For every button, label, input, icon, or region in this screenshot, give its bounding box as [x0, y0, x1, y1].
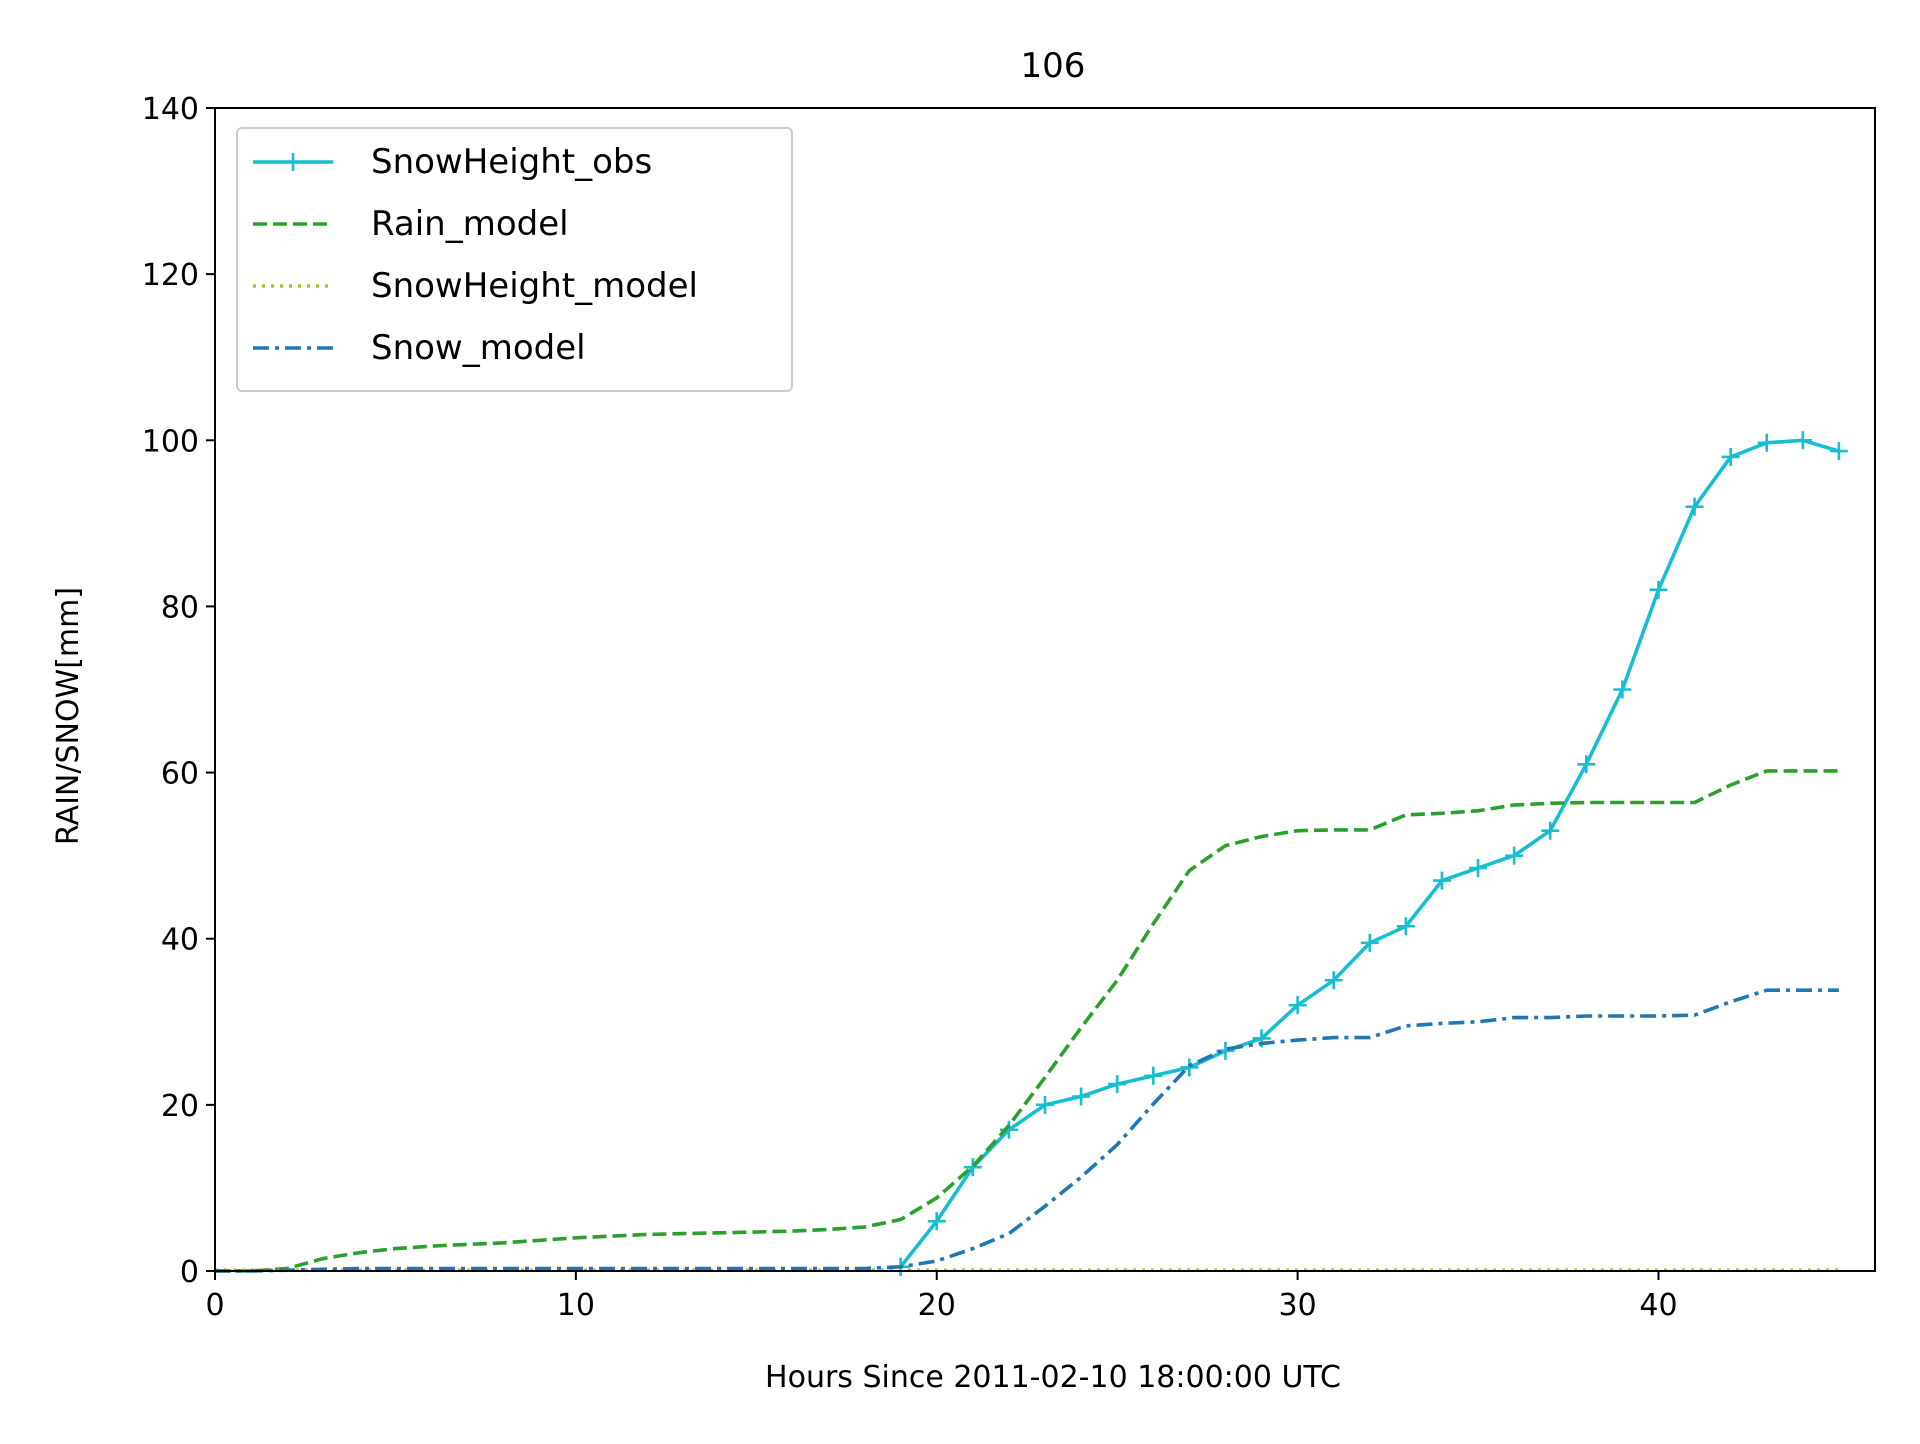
y-tick-label: 80 — [161, 590, 199, 625]
y-tick-label: 40 — [161, 923, 199, 958]
data-point — [1757, 433, 1776, 452]
data-point — [1541, 821, 1560, 840]
x-axis-label: Hours Since 2011-02-10 18:00:00 UTC — [765, 1360, 1341, 1395]
axes-frame — [214, 107, 1876, 1272]
data-point — [1072, 1087, 1091, 1106]
x-tick-label: 0 — [205, 1288, 224, 1323]
data-point — [1288, 996, 1307, 1015]
legend-label-2: SnowHeight_model — [371, 266, 698, 306]
x-tick-label: 40 — [1639, 1288, 1677, 1323]
data-point — [1649, 580, 1668, 599]
data-point — [1469, 859, 1488, 878]
data-point — [1793, 431, 1812, 450]
chart-title: 106 — [1021, 46, 1086, 86]
x-tick-label: 30 — [1279, 1288, 1317, 1323]
y-tick-label: 120 — [142, 258, 199, 293]
data-point — [963, 1158, 982, 1177]
y-axis: 0 20 40 60 80 100 120 140 — [142, 92, 215, 1290]
x-axis: 0 10 20 30 40 — [205, 1271, 1678, 1323]
data-point — [1685, 497, 1704, 516]
data-point — [1036, 1095, 1054, 1114]
y-tick-label: 20 — [161, 1089, 199, 1124]
legend: SnowHeight_obs Rain_model SnowHeight_model… — [236, 127, 793, 392]
x-tick-label: 10 — [557, 1288, 595, 1323]
x-tick-label: 20 — [918, 1288, 956, 1323]
legend-box — [236, 127, 793, 392]
data-point — [1144, 1066, 1163, 1085]
data-point — [1577, 755, 1596, 774]
data-point — [1829, 442, 1848, 461]
legend-marker — [284, 153, 302, 171]
y-tick-label: 0 — [180, 1255, 199, 1290]
data-point — [1108, 1075, 1127, 1094]
data-point — [1324, 971, 1343, 990]
data-point — [1180, 1058, 1199, 1077]
legend-label-0: SnowHeight_obs — [371, 142, 652, 182]
data-point — [1432, 871, 1451, 890]
y-tick-label: 100 — [142, 424, 199, 459]
y-axis-label: RAIN/SNOW[mm] — [51, 587, 86, 845]
data-point — [1396, 917, 1415, 936]
plot-area — [214, 107, 1876, 1276]
series-line-3 — [215, 988, 1839, 1273]
legend-label-1: Rain_model — [371, 204, 569, 244]
data-point — [1721, 447, 1740, 466]
y-tick-label: 140 — [142, 92, 199, 127]
legend-label-3: Snow_model — [371, 328, 586, 368]
data-point — [927, 1212, 946, 1231]
series-line-1 — [215, 769, 1839, 1273]
y-tick-label: 60 — [161, 757, 199, 792]
data-point — [1505, 846, 1524, 865]
data-point — [1613, 680, 1632, 699]
data-point — [1360, 933, 1379, 952]
